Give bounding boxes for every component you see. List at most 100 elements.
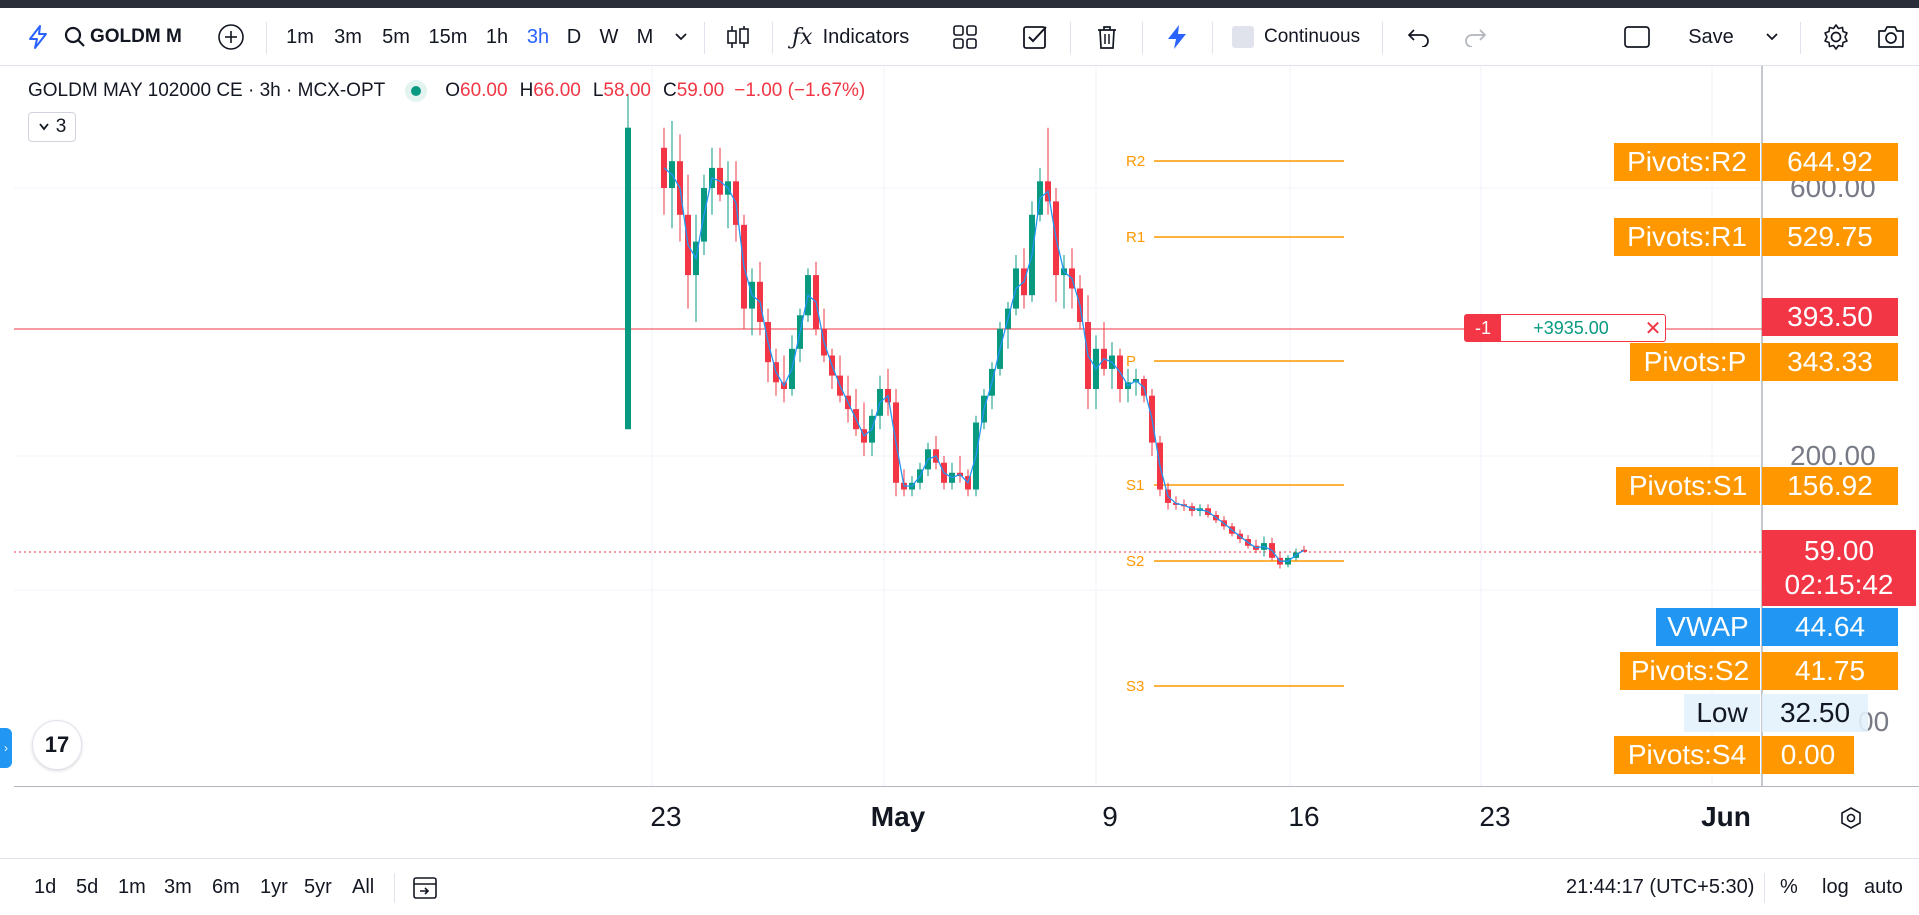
symbol-name: GOLDM MA [90, 26, 182, 47]
plus-circle-icon [218, 24, 244, 50]
vwap-tag: VWAP [1656, 608, 1760, 646]
pivot-r1-value: 529.75 [1762, 218, 1898, 256]
pivot-label-r1: R1 [1126, 229, 1145, 246]
compare-add-button[interactable] [214, 8, 248, 66]
separator [394, 873, 395, 903]
range-3m[interactable]: 3m [164, 876, 192, 898]
symbol-search[interactable]: GOLDM MA [64, 8, 194, 66]
save-dropdown[interactable] [1760, 8, 1784, 66]
log-toggle[interactable]: log [1822, 876, 1849, 898]
indicators-button[interactable]: ƒx Indicators [792, 8, 932, 66]
range-1d[interactable]: 1d [34, 876, 57, 898]
undo-button[interactable] [1400, 8, 1438, 66]
interval-15m[interactable]: 15m [428, 25, 468, 48]
range-1m[interactable]: 1m [118, 876, 146, 898]
auto-toggle[interactable]: auto [1864, 876, 1903, 898]
legend-close-value: 59.00 [676, 80, 725, 101]
candle-body [661, 147, 667, 188]
interval-dropdown[interactable] [668, 8, 694, 66]
separator [1764, 873, 1765, 903]
bottom-toolbar: 1d 5d 1m 3m 6m 1yr 5yr All 21:44:17 (UTC… [0, 858, 1919, 915]
time-tick: 9 [1102, 801, 1118, 832]
price-chart-canvas[interactable]: R2 R1 P S1 S2 S3 [14, 66, 1919, 786]
tradingview-logo-icon[interactable]: 17 [32, 720, 82, 770]
pivot-label-s1: S1 [1126, 477, 1144, 494]
legend-high-value: 66.00 [533, 80, 581, 101]
pivot-s4-tag: Pivots:S4 [1614, 736, 1760, 774]
continuous-toggle[interactable]: Continuous [1232, 8, 1366, 66]
snapshot-button[interactable] [1872, 8, 1910, 66]
axis-settings-icon[interactable] [1838, 805, 1864, 836]
delete-button[interactable] [1090, 8, 1124, 66]
quick-trade-button[interactable] [1160, 8, 1194, 66]
interval-5m[interactable]: 5m [382, 25, 410, 48]
interval-3h[interactable]: 3h [526, 25, 550, 48]
separator [1800, 22, 1801, 54]
layout-toggle-button[interactable] [1620, 8, 1654, 66]
position-qty: -1 [1465, 315, 1501, 341]
pivot-label-r2: R2 [1126, 153, 1145, 170]
legend-low-label: L [592, 80, 604, 101]
redo-button[interactable] [1456, 8, 1494, 66]
vwap-line [663, 167, 1305, 562]
position-pnl: +3935.00 [1533, 317, 1609, 338]
clock-timezone[interactable]: 21:44:17 (UTC+5:30) [1566, 876, 1755, 898]
pivot-p-tag: Pivots:P [1630, 343, 1760, 381]
chevron-down-icon [1766, 33, 1778, 41]
close-position-icon[interactable]: ✕ [1644, 317, 1662, 340]
pivot-label-s3: S3 [1126, 678, 1144, 695]
range-6m[interactable]: 6m [212, 876, 240, 898]
sidebar-expand-handle[interactable]: › [0, 728, 12, 768]
candle-body [625, 127, 631, 430]
time-axis[interactable]: 23 May 9 16 23 Jun [14, 786, 1919, 858]
grid-icon [953, 25, 977, 49]
separator [704, 22, 705, 54]
save-button[interactable]: Save [1688, 25, 1734, 48]
range-5yr[interactable]: 5yr [304, 876, 332, 898]
candles-icon [727, 26, 749, 48]
separator [1212, 22, 1213, 54]
separator [1142, 22, 1143, 54]
layouts-button[interactable] [948, 8, 982, 66]
time-tick: 23 [1479, 801, 1511, 832]
chart-pane[interactable]: R2 R1 P S1 S2 S3 [14, 66, 1919, 786]
range-5d[interactable]: 5d [76, 876, 99, 898]
percent-toggle[interactable]: % [1780, 876, 1798, 898]
vwap-value: 44.64 [1762, 608, 1898, 646]
interval-D[interactable]: D [566, 25, 582, 48]
indicator-collapse-button[interactable]: 3 [28, 112, 76, 142]
chevron-down-icon [39, 123, 49, 131]
pivot-r2-tag: Pivots:R2 [1614, 143, 1760, 181]
continuous-label: Continuous [1264, 26, 1361, 47]
checkbox-icon [1023, 26, 1047, 49]
interval-3m[interactable]: 3m [334, 25, 362, 48]
position-order-box[interactable]: -1 +3935.00 ✕ [1464, 314, 1666, 342]
interval-W[interactable]: W [599, 25, 619, 48]
range-1yr[interactable]: 1yr [260, 876, 288, 898]
alert-checkbox-button[interactable] [1018, 8, 1052, 66]
legend-change: −1.00 (−1.67%) [734, 80, 866, 101]
goto-date-button[interactable] [410, 859, 440, 915]
last-price-tag: 59.00 02:15:42 [1762, 530, 1916, 606]
pivot-s1-tag: Pivots:S1 [1616, 467, 1760, 505]
camera-icon [1878, 26, 1904, 48]
interval-M[interactable]: M [636, 25, 654, 48]
settings-button[interactable] [1818, 8, 1854, 66]
separator [266, 22, 267, 54]
interval-1m[interactable]: 1m [286, 25, 314, 48]
lightning-logo-icon[interactable] [18, 8, 58, 66]
chart-type-button[interactable] [720, 8, 756, 66]
pivot-s2-value: 41.75 [1762, 652, 1898, 690]
collapse-count: 3 [55, 116, 67, 137]
interval-1h[interactable]: 1h [485, 25, 509, 48]
pivot-s2-tag: Pivots:S2 [1620, 652, 1760, 690]
continuous-checkbox[interactable] [1232, 26, 1254, 48]
separator [772, 22, 773, 54]
last-price-value: 59.00 [1803, 535, 1875, 566]
legend-low-value: 58.00 [603, 80, 651, 101]
legend-open-label: O [445, 80, 461, 101]
window-top-strip [0, 0, 1919, 8]
bar-countdown: 02:15:42 [1784, 569, 1894, 600]
range-all[interactable]: All [352, 876, 375, 898]
market-status-icon [405, 80, 428, 102]
